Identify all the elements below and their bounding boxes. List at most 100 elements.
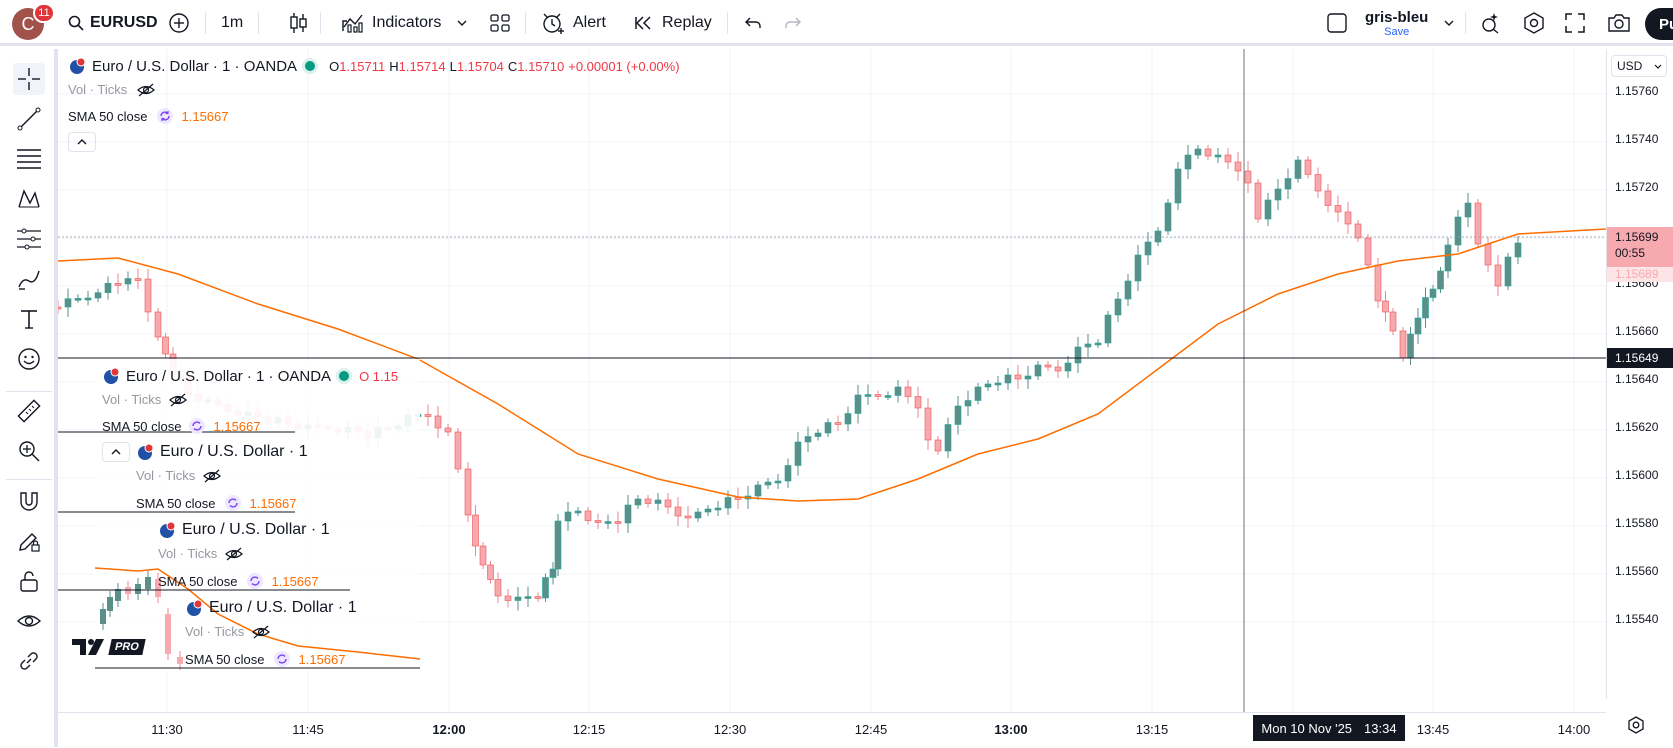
lock-drawing-tool[interactable] — [13, 525, 45, 557]
candle-body — [1399, 330, 1407, 359]
tradingview-logo[interactable]: PRO — [72, 637, 146, 657]
snapshot-button[interactable] — [1607, 0, 1631, 46]
indicators-label: Indicators — [372, 14, 442, 31]
candle-body — [1014, 374, 1022, 380]
candle-body — [994, 382, 1002, 386]
candle-body — [58, 306, 62, 310]
candle-body — [424, 414, 432, 417]
eur-usd-flag-icon — [187, 599, 203, 616]
compare-button[interactable] — [168, 0, 190, 46]
link-tool[interactable] — [13, 645, 45, 677]
candle-body — [894, 386, 902, 396]
symbol-search[interactable]: EURUSD — [68, 0, 158, 46]
candle-body — [784, 465, 792, 482]
replay-button[interactable]: Replay — [634, 0, 712, 46]
candle-body — [564, 511, 572, 522]
indicators-button[interactable]: Indicators — [342, 0, 467, 46]
chevron-down-icon[interactable] — [457, 20, 467, 26]
candle-body — [494, 579, 502, 597]
pattern-tool[interactable] — [13, 183, 45, 215]
candle-body — [134, 278, 142, 281]
publish-button[interactable]: Pu — [1645, 8, 1673, 40]
layout-checkbox[interactable] — [1327, 0, 1347, 46]
text-icon — [21, 310, 37, 329]
candle-body — [1324, 190, 1332, 206]
zoom-in-icon — [19, 441, 40, 462]
zoom-tool[interactable] — [13, 435, 45, 467]
candle-body — [1407, 333, 1414, 359]
ghost-open: O 1.15 — [359, 368, 399, 384]
candle-body — [114, 283, 122, 286]
candle-body — [754, 484, 762, 497]
indicators-icon — [342, 14, 363, 33]
magnet-tool[interactable] — [13, 485, 45, 517]
hide-drawings-tool[interactable] — [13, 605, 45, 637]
settings-button[interactable] — [1523, 0, 1545, 46]
sma-legend[interactable]: SMA 50 close 1.15667 — [68, 107, 229, 125]
candle-body — [724, 497, 732, 509]
candle-body — [434, 415, 442, 429]
price-chart[interactable] — [58, 49, 1606, 712]
measure-tool[interactable] — [13, 395, 45, 427]
chart-type-button[interactable] — [289, 0, 309, 46]
eye-hidden-icon[interactable] — [137, 83, 156, 97]
brush-icon — [18, 270, 40, 290]
candle-body — [794, 441, 802, 466]
time-label: 11:45 — [292, 722, 324, 737]
refresh-icon[interactable] — [156, 107, 174, 125]
candle-body — [1124, 280, 1132, 300]
eur-usd-flag-icon — [104, 367, 120, 384]
eye-hidden-icon — [252, 625, 271, 638]
layouts-button[interactable] — [490, 0, 510, 46]
redo-button[interactable] — [784, 0, 802, 46]
currency-selector[interactable]: USD — [1611, 55, 1667, 77]
layout-name-button[interactable]: gris-bleu Save — [1365, 0, 1428, 46]
candle-body — [1044, 364, 1052, 368]
sma-label: SMA 50 close — [68, 108, 148, 124]
undo-icon — [745, 17, 761, 28]
candle-body — [944, 424, 952, 452]
fib-tool[interactable] — [13, 143, 45, 175]
candle-body — [844, 413, 852, 425]
candle-body — [1254, 182, 1262, 220]
link-icon — [20, 652, 38, 670]
icon-tool[interactable] — [13, 343, 45, 375]
lock-all-tool[interactable] — [13, 565, 45, 597]
time-axis[interactable]: 11:30 11:45 12:00 12:15 12:30 12:45 13:0… — [58, 712, 1606, 748]
axis-settings-button[interactable] — [1627, 716, 1645, 739]
undo-button[interactable] — [744, 0, 762, 46]
fullscreen-button[interactable] — [1565, 0, 1585, 46]
price-label: 1.15580 — [1615, 516, 1659, 530]
candle-body — [554, 520, 562, 570]
time-label: 13:45 — [1416, 722, 1450, 737]
time-label: 12:15 — [572, 722, 606, 737]
volume-legend[interactable]: Vol · Ticks — [68, 82, 156, 97]
candle-body — [874, 394, 882, 397]
layout-menu-button[interactable] — [1444, 0, 1454, 46]
alert-button[interactable]: Alert — [541, 0, 606, 46]
candle-body — [1437, 270, 1444, 290]
candle-body — [1134, 254, 1142, 282]
price-axis[interactable]: USD 1.15760 1.15740 1.15720 1.15680 1.15… — [1606, 49, 1673, 699]
candle-body — [1382, 300, 1389, 313]
main-legend[interactable]: Euro / U.S. Dollar · 1 · OANDA O1.15711 … — [68, 57, 680, 75]
chart-pane[interactable]: Euro / U.S. Dollar · 1 · OANDA O1.15711 … — [58, 49, 1606, 747]
crosshair-date: Mon 10 Nov '25 — [1261, 720, 1353, 736]
trend-line-tool[interactable] — [13, 103, 45, 135]
interval-button[interactable]: 1m — [221, 14, 244, 31]
eur-usd-flag-icon — [138, 443, 154, 460]
current-price: 1.15699 — [1615, 230, 1659, 244]
forecasting-tool[interactable] — [13, 223, 45, 255]
sma-value: 1.15667 — [181, 108, 229, 124]
ghost-vol: Vol · Ticks — [136, 468, 196, 483]
candle-body — [654, 499, 662, 504]
divider — [6, 391, 52, 392]
text-tool[interactable] — [13, 303, 45, 335]
collapse-legend-button[interactable] — [68, 132, 96, 152]
time-label: 12:30 — [713, 722, 747, 737]
crosshair-tool[interactable] — [13, 63, 45, 95]
quick-search-button[interactable] — [1480, 0, 1502, 46]
brush-tool[interactable] — [13, 263, 45, 295]
gear-icon — [1628, 716, 1644, 734]
candle-body — [574, 510, 582, 514]
